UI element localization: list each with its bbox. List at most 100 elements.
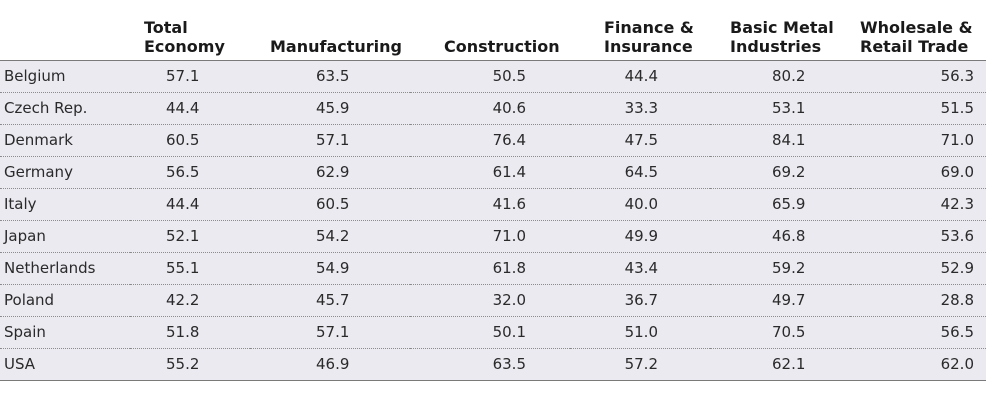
wholesale-retail-cell: 71.0 (850, 124, 986, 157)
table-row: Poland 42.2 45.7 32.0 36.7 49.7 28.8 (0, 284, 986, 317)
header-row: Total Economy Manufacturing Construction… (0, 4, 986, 61)
country-cell: Italy (0, 188, 130, 221)
wholesale-retail-cell: 42.3 (850, 188, 986, 221)
construction-cell: 40.6 (410, 92, 570, 125)
table-row: Belgium 57.1 63.5 50.5 44.4 80.2 56.3 (0, 60, 986, 93)
wholesale-retail-cell: 52.9 (850, 252, 986, 285)
wholesale-retail-cell: 28.8 (850, 284, 986, 317)
construction-cell: 41.6 (410, 188, 570, 221)
table-row: Spain 51.8 57.1 50.1 51.0 70.5 56.5 (0, 316, 986, 349)
manufacturing-cell: 45.9 (250, 92, 410, 125)
wholesale-retail-cell: 56.5 (850, 316, 986, 349)
basic-metal-cell: 70.5 (710, 316, 850, 349)
total-economy-cell: 60.5 (130, 124, 250, 157)
finance-insurance-cell: 40.0 (570, 188, 710, 221)
basic-metal-cell: 69.2 (710, 156, 850, 189)
header-basic-metal-industries: Basic Metal Industries (710, 4, 850, 61)
construction-cell: 71.0 (410, 220, 570, 253)
header-line: Retail Trade (860, 36, 969, 56)
country-cell: Poland (0, 284, 130, 317)
header-line: Economy (144, 36, 225, 56)
finance-insurance-cell: 47.5 (570, 124, 710, 157)
manufacturing-cell: 63.5 (250, 60, 410, 93)
header-line: Basic Metal (730, 17, 834, 37)
header-total-economy: Total Economy (130, 4, 250, 61)
total-economy-cell: 55.1 (130, 252, 250, 285)
header-wholesale-retail-trade: Wholesale & Retail Trade (850, 4, 986, 61)
country-cell: Japan (0, 220, 130, 253)
header-construction: Construction (410, 4, 570, 61)
header-line: Wholesale & (860, 17, 973, 37)
header-corner (0, 4, 130, 61)
country-cell: Germany (0, 156, 130, 189)
basic-metal-cell: 59.2 (710, 252, 850, 285)
basic-metal-cell: 84.1 (710, 124, 850, 157)
finance-insurance-cell: 49.9 (570, 220, 710, 253)
country-cell: Netherlands (0, 252, 130, 285)
total-economy-cell: 52.1 (130, 220, 250, 253)
country-cell: Czech Rep. (0, 92, 130, 125)
basic-metal-cell: 80.2 (710, 60, 850, 93)
finance-insurance-cell: 36.7 (570, 284, 710, 317)
construction-cell: 61.4 (410, 156, 570, 189)
country-cell: Spain (0, 316, 130, 349)
construction-cell: 50.1 (410, 316, 570, 349)
total-economy-cell: 51.8 (130, 316, 250, 349)
header-line: Insurance (604, 36, 693, 56)
manufacturing-cell: 54.2 (250, 220, 410, 253)
table-header: Total Economy Manufacturing Construction… (0, 4, 986, 61)
finance-insurance-cell: 43.4 (570, 252, 710, 285)
basic-metal-cell: 49.7 (710, 284, 850, 317)
header-line: Construction (444, 36, 560, 56)
table-row: Denmark 60.5 57.1 76.4 47.5 84.1 71.0 (0, 124, 986, 157)
finance-insurance-cell: 33.3 (570, 92, 710, 125)
manufacturing-cell: 57.1 (250, 124, 410, 157)
manufacturing-cell: 45.7 (250, 284, 410, 317)
finance-insurance-cell: 64.5 (570, 156, 710, 189)
header-line: Total (144, 17, 188, 37)
basic-metal-cell: 62.1 (710, 348, 850, 381)
total-economy-cell: 56.5 (130, 156, 250, 189)
total-economy-cell: 44.4 (130, 188, 250, 221)
manufacturing-cell: 54.9 (250, 252, 410, 285)
country-cell: USA (0, 348, 130, 381)
wholesale-retail-cell: 69.0 (850, 156, 986, 189)
table-row: USA 55.2 46.9 63.5 57.2 62.1 62.0 (0, 348, 986, 381)
table-row: Netherlands 55.1 54.9 61.8 43.4 59.2 52.… (0, 252, 986, 285)
manufacturing-cell: 62.9 (250, 156, 410, 189)
wholesale-retail-cell: 56.3 (850, 60, 986, 93)
construction-cell: 61.8 (410, 252, 570, 285)
construction-cell: 76.4 (410, 124, 570, 157)
country-cell: Denmark (0, 124, 130, 157)
finance-insurance-cell: 51.0 (570, 316, 710, 349)
construction-cell: 32.0 (410, 284, 570, 317)
table-body: Belgium 57.1 63.5 50.5 44.4 80.2 56.3 Cz… (0, 60, 986, 381)
finance-insurance-cell: 57.2 (570, 348, 710, 381)
basic-metal-cell: 46.8 (710, 220, 850, 253)
total-economy-cell: 57.1 (130, 60, 250, 93)
construction-cell: 63.5 (410, 348, 570, 381)
manufacturing-cell: 46.9 (250, 348, 410, 381)
wholesale-retail-cell: 51.5 (850, 92, 986, 125)
total-economy-cell: 55.2 (130, 348, 250, 381)
header-line: Industries (730, 36, 822, 56)
construction-cell: 50.5 (410, 60, 570, 93)
data-table: Total Economy Manufacturing Construction… (0, 4, 986, 381)
header-finance-insurance: Finance & Insurance (570, 4, 710, 61)
header-line: Manufacturing (270, 36, 402, 56)
table-row: Czech Rep. 44.4 45.9 40.6 33.3 53.1 51.5 (0, 92, 986, 125)
wholesale-retail-cell: 62.0 (850, 348, 986, 381)
basic-metal-cell: 53.1 (710, 92, 850, 125)
total-economy-cell: 44.4 (130, 92, 250, 125)
manufacturing-cell: 57.1 (250, 316, 410, 349)
table-row: Germany 56.5 62.9 61.4 64.5 69.2 69.0 (0, 156, 986, 189)
wholesale-retail-cell: 53.6 (850, 220, 986, 253)
table-row: Italy 44.4 60.5 41.6 40.0 65.9 42.3 (0, 188, 986, 221)
country-cell: Belgium (0, 60, 130, 93)
total-economy-cell: 42.2 (130, 284, 250, 317)
table-row: Japan 52.1 54.2 71.0 49.9 46.8 53.6 (0, 220, 986, 253)
manufacturing-cell: 60.5 (250, 188, 410, 221)
basic-metal-cell: 65.9 (710, 188, 850, 221)
finance-insurance-cell: 44.4 (570, 60, 710, 93)
